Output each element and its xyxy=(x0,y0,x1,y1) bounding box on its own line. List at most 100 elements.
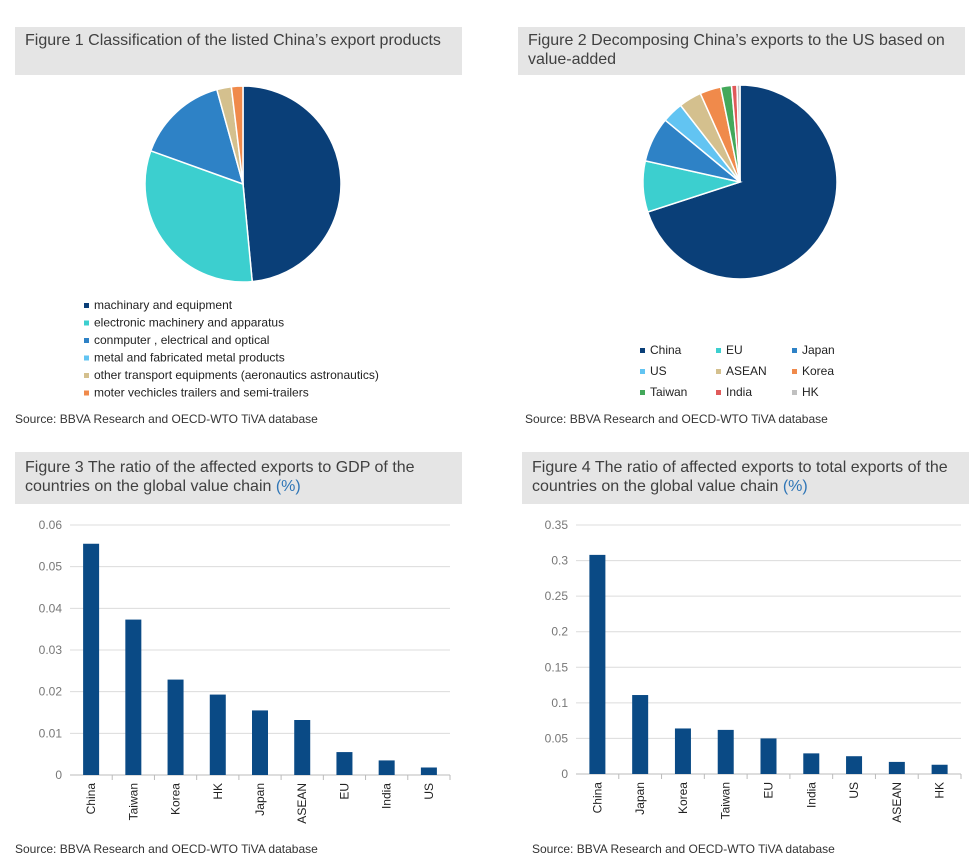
x-tick-label-taiwan: Taiwan xyxy=(719,782,733,819)
figure-3-source: Source: BBVA Research and OECD-WTO TiVA … xyxy=(15,842,318,856)
figure-1-source: Source: BBVA Research and OECD-WTO TiVA … xyxy=(15,412,318,426)
legend-label-china: China xyxy=(650,343,682,357)
y-tick-label: 0 xyxy=(55,768,62,782)
x-tick-label-japan: Japan xyxy=(633,782,647,815)
figure-1-pie-chart: machinary and equipment electronic machin… xyxy=(84,85,379,400)
legend-swatch-eu xyxy=(716,348,721,353)
legend-label-asean: ASEAN xyxy=(726,364,767,378)
x-tick-label-china: China xyxy=(590,782,604,814)
legend-label-metal-and-fabricated-metal-products: metal and fabricated metal products xyxy=(94,351,285,365)
legend-label-electronic-machinery-and-apparatus: electronic machinery and apparatus xyxy=(94,316,284,330)
x-tick-label-india: India xyxy=(804,782,818,808)
y-tick-label: 0.15 xyxy=(545,660,569,674)
figure-4-title-unit: (%) xyxy=(782,478,808,495)
legend-swatch-machinary-and-equipment xyxy=(84,303,89,308)
x-tick-label-us: US xyxy=(422,783,436,800)
x-tick-label-asean: ASEAN xyxy=(890,782,904,823)
figure-4-source: Source: BBVA Research and OECD-WTO TiVA … xyxy=(532,842,835,856)
pie-slice-electronic-machinery-and-apparatus xyxy=(144,149,254,283)
pie-slice-hk xyxy=(736,84,741,183)
bar-china xyxy=(83,543,100,775)
legend-label-eu: EU xyxy=(726,343,743,357)
bar-asean xyxy=(888,761,905,774)
figure-2-source: Source: BBVA Research and OECD-WTO TiVA … xyxy=(525,412,828,426)
legend-label-us: US xyxy=(650,364,667,378)
y-tick-label: 0.25 xyxy=(545,589,569,603)
legend-swatch-moter-vechicles-trailers-and-semi-trailers xyxy=(84,390,89,396)
legend-label-other-transport-equipments-aeronautics-astronautics: other transport equipments (aeronautics … xyxy=(94,368,379,382)
figure-1-title-text: Figure 1 Classification of the listed Ch… xyxy=(25,32,441,49)
bar-hk xyxy=(931,764,948,774)
bar-eu xyxy=(336,752,353,775)
legend-swatch-other-transport-equipments-aeronautics-astronautics xyxy=(84,373,89,378)
x-tick-label-eu: EU xyxy=(762,782,776,799)
pie-slice-conmputer-electrical-and-optical xyxy=(149,88,245,186)
x-tick-label-taiwan: Taiwan xyxy=(126,783,140,820)
y-tick-label: 0.06 xyxy=(39,518,63,532)
legend-swatch-us xyxy=(640,369,645,374)
legend-swatch-china xyxy=(640,348,645,353)
figure-4-title-text: Figure 4 The ratio of affected exports t… xyxy=(532,459,948,495)
figure-2-pie-chart: China EU Japan US ASEAN Korea Taiwan India HK xyxy=(640,84,838,399)
x-tick-label-korea: Korea xyxy=(169,783,183,815)
legend-swatch-conmputer-electrical-and-optical xyxy=(84,338,89,343)
y-tick-label: 0.05 xyxy=(545,731,569,745)
y-tick-label: 0.1 xyxy=(551,696,568,710)
legend-label-machinary-and-equipment: machinary and equipment xyxy=(94,298,233,312)
figure-3-title-unit: (%) xyxy=(275,478,301,495)
pie-slice-moter-vechicles-trailers-and-semi-trailers xyxy=(230,85,244,185)
bar-india xyxy=(378,760,395,775)
y-tick-label: 0.01 xyxy=(39,726,63,740)
x-tick-label-hk: HK xyxy=(211,783,225,800)
bar-india xyxy=(803,753,820,774)
legend-swatch-hk xyxy=(792,390,797,395)
legend-label-korea: Korea xyxy=(802,364,834,378)
legend-label-india: India xyxy=(726,385,752,399)
y-tick-label: 0.03 xyxy=(39,643,63,657)
figure-4-bar-chart: 0 0.05 0.1 0.15 0.2 0.25 0.3 0.35 China Japan Kore… xyxy=(545,518,962,823)
x-tick-label-us: US xyxy=(847,782,861,799)
legend-swatch-metal-and-fabricated-metal-products xyxy=(84,355,89,361)
figure-3-title-text: Figure 3 The ratio of the affected expor… xyxy=(25,459,415,495)
legend-swatch-asean xyxy=(716,369,721,374)
legend-swatch-japan xyxy=(792,348,797,353)
bar-korea xyxy=(167,679,184,775)
y-tick-label: 0.2 xyxy=(551,625,568,639)
figure-4-title: Figure 4 The ratio of affected exports t… xyxy=(522,452,969,504)
bar-hk xyxy=(209,694,226,775)
figure-1-title: Figure 1 Classification of the listed Ch… xyxy=(15,27,462,75)
bar-china xyxy=(589,554,606,774)
legend-label-hk: HK xyxy=(802,385,819,399)
pie-slice-machinary-and-equipment xyxy=(242,85,342,283)
bar-us xyxy=(420,767,437,775)
bar-us xyxy=(846,756,863,774)
bar-taiwan xyxy=(125,619,142,775)
bar-japan xyxy=(252,710,268,775)
y-tick-label: 0.02 xyxy=(39,685,63,699)
x-tick-label-india: India xyxy=(380,783,394,809)
x-tick-label-hk: HK xyxy=(933,782,947,799)
bar-taiwan xyxy=(717,729,734,774)
x-tick-label-korea: Korea xyxy=(676,782,690,814)
y-tick-label: 0.35 xyxy=(545,518,569,532)
x-tick-label-china: China xyxy=(84,783,98,815)
x-tick-label-asean: ASEAN xyxy=(295,783,309,824)
legend-label-conmputer-electrical-and-optical: conmputer , electrical and optical xyxy=(94,333,269,347)
legend-swatch-korea xyxy=(792,369,797,374)
legend-label-taiwan: Taiwan xyxy=(650,385,687,399)
legend-swatch-electronic-machinery-and-apparatus xyxy=(84,320,89,326)
figure-2-title-text: Figure 2 Decomposing China’s exports to … xyxy=(528,32,945,68)
figure-3-title: Figure 3 The ratio of the affected expor… xyxy=(15,452,462,504)
y-tick-label: 0 xyxy=(561,767,568,781)
legend-label-moter-vechicles-trailers-and-semi-trailers: moter vechicles trailers and semi-traile… xyxy=(94,386,309,400)
y-tick-label: 0.3 xyxy=(551,554,568,568)
legend-label-japan: Japan xyxy=(802,343,835,357)
y-tick-label: 0.05 xyxy=(39,560,63,574)
legend-swatch-taiwan xyxy=(640,390,645,395)
bar-eu xyxy=(760,738,777,774)
figure-2-title: Figure 2 Decomposing China’s exports to … xyxy=(518,27,965,75)
x-tick-label-japan: Japan xyxy=(253,783,267,816)
bar-japan xyxy=(632,695,649,774)
x-tick-label-eu: EU xyxy=(337,783,351,800)
bar-asean xyxy=(294,720,311,775)
